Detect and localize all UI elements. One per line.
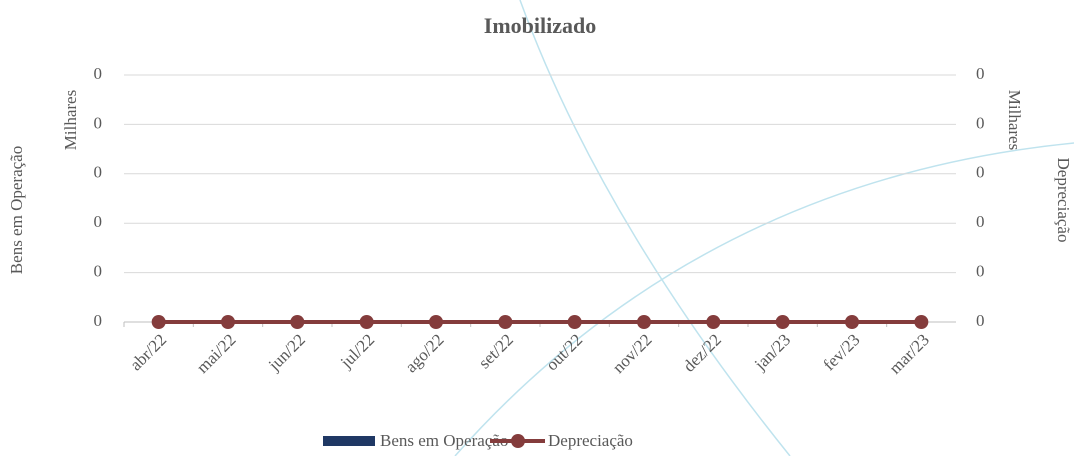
y2-axis-unit: Milhares — [1005, 90, 1024, 150]
y2-tick-label: 0 — [976, 163, 985, 182]
decor-curve — [519, 0, 791, 456]
line-marker — [359, 315, 374, 329]
x-tick-label: fev/23 — [819, 330, 863, 374]
decor-curve — [454, 142, 1074, 456]
line-marker — [706, 315, 721, 329]
line-marker — [221, 315, 235, 329]
line-marker — [775, 315, 790, 329]
y2-tick-label: 0 — [976, 64, 985, 83]
x-tick-label: nov/22 — [609, 330, 656, 377]
legend-swatch — [511, 434, 525, 448]
y2-tick-label: 0 — [976, 311, 985, 330]
x-tick-label: mai/22 — [193, 330, 240, 377]
y2-tick-label: 0 — [976, 113, 985, 132]
line-marker — [914, 315, 929, 329]
y-tick-label: 0 — [94, 262, 103, 281]
line-marker — [498, 315, 513, 329]
x-tick-label: abr/22 — [126, 330, 170, 374]
y-tick-label: 0 — [94, 163, 103, 182]
x-tick-label: jan/23 — [750, 330, 794, 374]
y-axis-title: Bens em Operação — [7, 146, 26, 274]
y2-axis-title: Depreciação — [1054, 158, 1073, 243]
y-axis-unit: Milhares — [61, 90, 80, 150]
legend-label: Bens em Operação — [380, 431, 508, 450]
legend-label: Depreciação — [548, 431, 633, 450]
x-tick-label: jul/22 — [336, 330, 378, 372]
x-tick-label: mar/23 — [885, 330, 932, 377]
y-tick-label: 0 — [94, 311, 103, 330]
line-marker — [290, 315, 305, 329]
line-marker — [845, 315, 859, 329]
line-marker — [429, 315, 443, 329]
line-marker — [567, 315, 582, 329]
chart-title: Imobilizado — [484, 13, 596, 38]
y-tick-label: 0 — [94, 212, 103, 231]
x-tick-label: ago/22 — [401, 330, 447, 376]
line-marker — [151, 315, 166, 329]
x-tick-label: set/22 — [475, 330, 517, 372]
line-marker — [637, 315, 651, 329]
y2-tick-label: 0 — [976, 212, 985, 231]
y-tick-label: 0 — [94, 64, 103, 83]
x-tick-label: jun/22 — [264, 330, 309, 375]
y-tick-label: 0 — [94, 113, 103, 132]
legend-swatch — [323, 436, 375, 446]
y2-tick-label: 0 — [976, 262, 985, 281]
x-tick-label: dez/22 — [679, 330, 724, 375]
